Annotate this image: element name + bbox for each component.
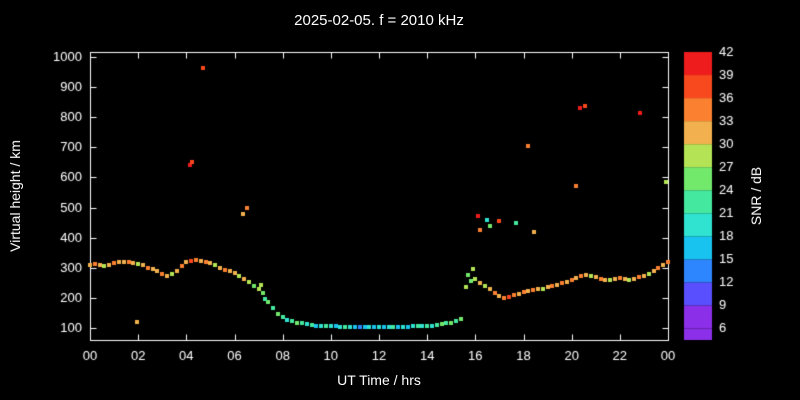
y-axis-label: Virtual height / km [7,140,23,252]
x-axis-label: UT Time / hrs [337,372,421,388]
chart-title: 2025-02-05. f = 2010 kHz [294,12,464,29]
colorbar-label: SNR / dB [748,166,764,226]
